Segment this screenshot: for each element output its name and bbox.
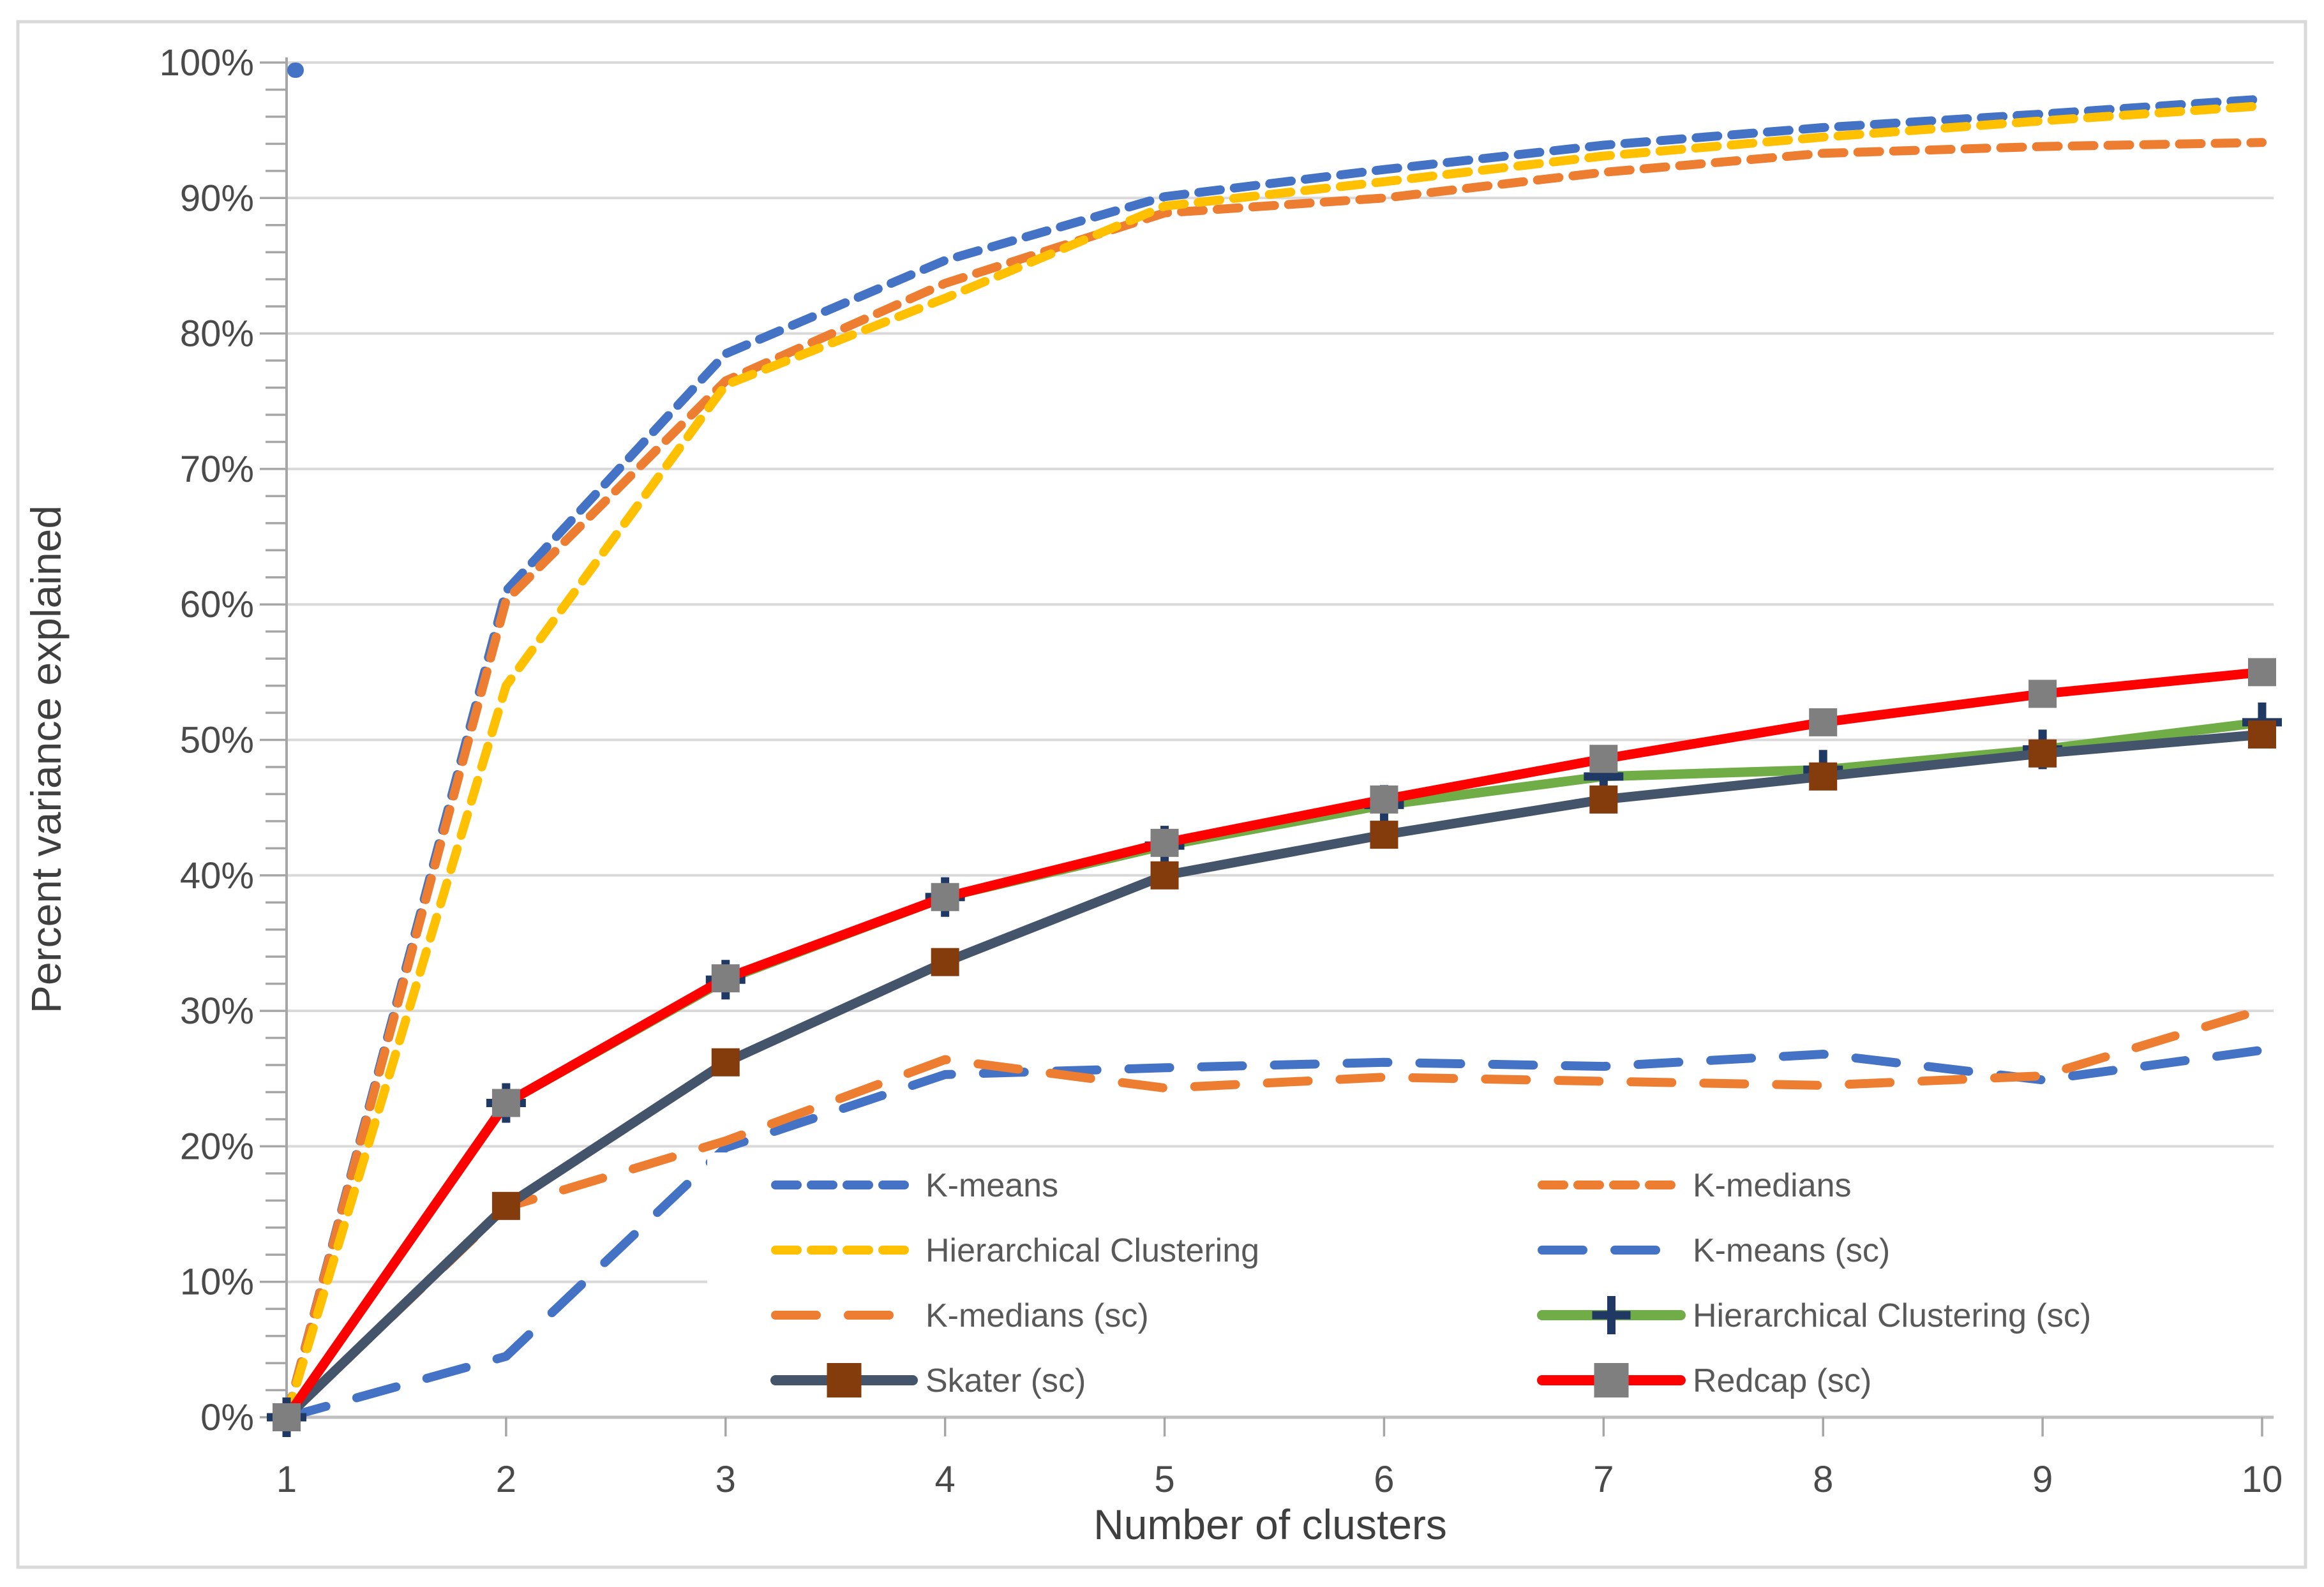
x-tick-label-10: 10 (2242, 1459, 2283, 1500)
redcap_sc-square-marker (711, 964, 740, 993)
redcap_sc-square-marker (273, 1403, 301, 1431)
legend-label-kmeans_sc: K-means (sc) (1693, 1232, 1890, 1269)
skater_sc-square-marker (1370, 821, 1398, 849)
x-tick-label-6: 6 (1374, 1459, 1394, 1500)
skater_sc-square-marker (2248, 720, 2276, 749)
y-tick-label-20: 20% (180, 1126, 254, 1167)
series-line-redcap_sc (281, 667, 2267, 1422)
series-line-kmeans_sc (282, 1045, 2267, 1422)
redcap_sc-square-marker (1370, 785, 1398, 814)
redcap_sc-square-marker (1150, 828, 1179, 857)
y-tick-label-0: 0% (200, 1397, 254, 1438)
legend-label-kmeans: K-means (926, 1167, 1058, 1204)
x-axis-title: Number of clusters (1093, 1501, 1447, 1548)
x-tick-label-9: 9 (2032, 1459, 2053, 1500)
legend-item-kmedians_sc: K-medians (sc) (771, 1297, 1149, 1334)
legend: K-means K-medians Hierarchical Clustering K… (707, 1152, 2276, 1412)
y-tick-label-70: 70% (180, 449, 254, 490)
redcap_sc-square-marker (2248, 658, 2276, 687)
skater_sc-square-marker (931, 948, 959, 976)
redcap_sc-square-marker (1589, 745, 1618, 773)
series-line-kmedians (282, 138, 2267, 1422)
chart-frame (16, 20, 2307, 1569)
axis-tick-labels: 0% 10% 20% 30% 40% 50% 60% 70% 80% 90% 100% 1 2 3 4 5 6 7… (160, 42, 2283, 1500)
series-markers-redcap_sc (273, 658, 2276, 1431)
redcap_sc-square-marker (2028, 680, 2057, 708)
x-tick-label-8: 8 (1813, 1459, 1833, 1500)
legend-item-redcap_sc: Redcap (sc) (1537, 1362, 1871, 1399)
data-series (267, 94, 2282, 1437)
redcap_sc-square-marker (1809, 708, 1838, 736)
redcap_sc-square-marker (491, 1089, 520, 1117)
legend-item-hc_sc: Hierarchical Clustering (sc) (1537, 1296, 2091, 1334)
legend-label-skater_sc: Skater (sc) (926, 1362, 1086, 1399)
y-tick-label-40: 40% (180, 855, 254, 897)
stray-data-point (287, 63, 304, 78)
series-line-kmedians_sc (282, 1005, 2267, 1422)
skater_sc-square-marker (1150, 861, 1179, 890)
y-tick-label-10: 10% (180, 1262, 254, 1303)
y-tick-label-30: 30% (180, 990, 254, 1032)
legend-item-kmeans: K-means (771, 1167, 1058, 1204)
legend-label-kmedians: K-medians (1693, 1167, 1852, 1204)
y-tick-label-80: 80% (180, 313, 254, 355)
x-tick-label-1: 1 (276, 1459, 297, 1500)
legend-item-hierarchical: Hierarchical Clustering (771, 1232, 1259, 1269)
legend-label-hierarchical: Hierarchical Clustering (926, 1232, 1259, 1269)
legend-item-kmeans_sc: K-means (sc) (1538, 1232, 1890, 1269)
x-tick-label-2: 2 (496, 1459, 516, 1500)
y-tick-label-90: 90% (180, 177, 254, 219)
y-tick-label-50: 50% (180, 720, 254, 761)
skater_sc-square-marker (1589, 785, 1618, 814)
x-tick-label-5: 5 (1154, 1459, 1174, 1500)
x-tick-label-4: 4 (935, 1459, 956, 1500)
legend-item-skater_sc: Skater (sc) (770, 1362, 1086, 1399)
legend-background (707, 1152, 2276, 1412)
legend-label-hc_sc: Hierarchical Clustering (sc) (1693, 1297, 2091, 1334)
legend-square-marker-skater_sc (827, 1363, 862, 1397)
redcap_sc-square-marker (931, 883, 959, 911)
y-axis-title: Percent variance explained (22, 505, 70, 1013)
series-line-kmeans (282, 94, 2267, 1422)
skater_sc-square-marker (1809, 762, 1838, 791)
series-line-skater_sc (281, 729, 2267, 1422)
legend-item-kmedians: K-medians (1538, 1167, 1852, 1204)
y-tick-label-60: 60% (180, 584, 254, 625)
legend-label-redcap_sc: Redcap (sc) (1693, 1362, 1871, 1399)
series-line-hierarchical (282, 101, 2267, 1422)
y-tick-label-100: 100% (160, 42, 254, 84)
legend-label-kmedians_sc: K-medians (sc) (926, 1297, 1149, 1334)
stray-point-marker (287, 63, 304, 78)
x-tick-label-3: 3 (716, 1459, 736, 1500)
legend-square-marker-redcap_sc (1594, 1363, 1629, 1397)
skater_sc-square-marker (2028, 739, 2057, 768)
skater_sc-square-marker (711, 1048, 740, 1077)
x-tick-label-7: 7 (1593, 1459, 1614, 1500)
skater_sc-square-marker (491, 1191, 520, 1220)
